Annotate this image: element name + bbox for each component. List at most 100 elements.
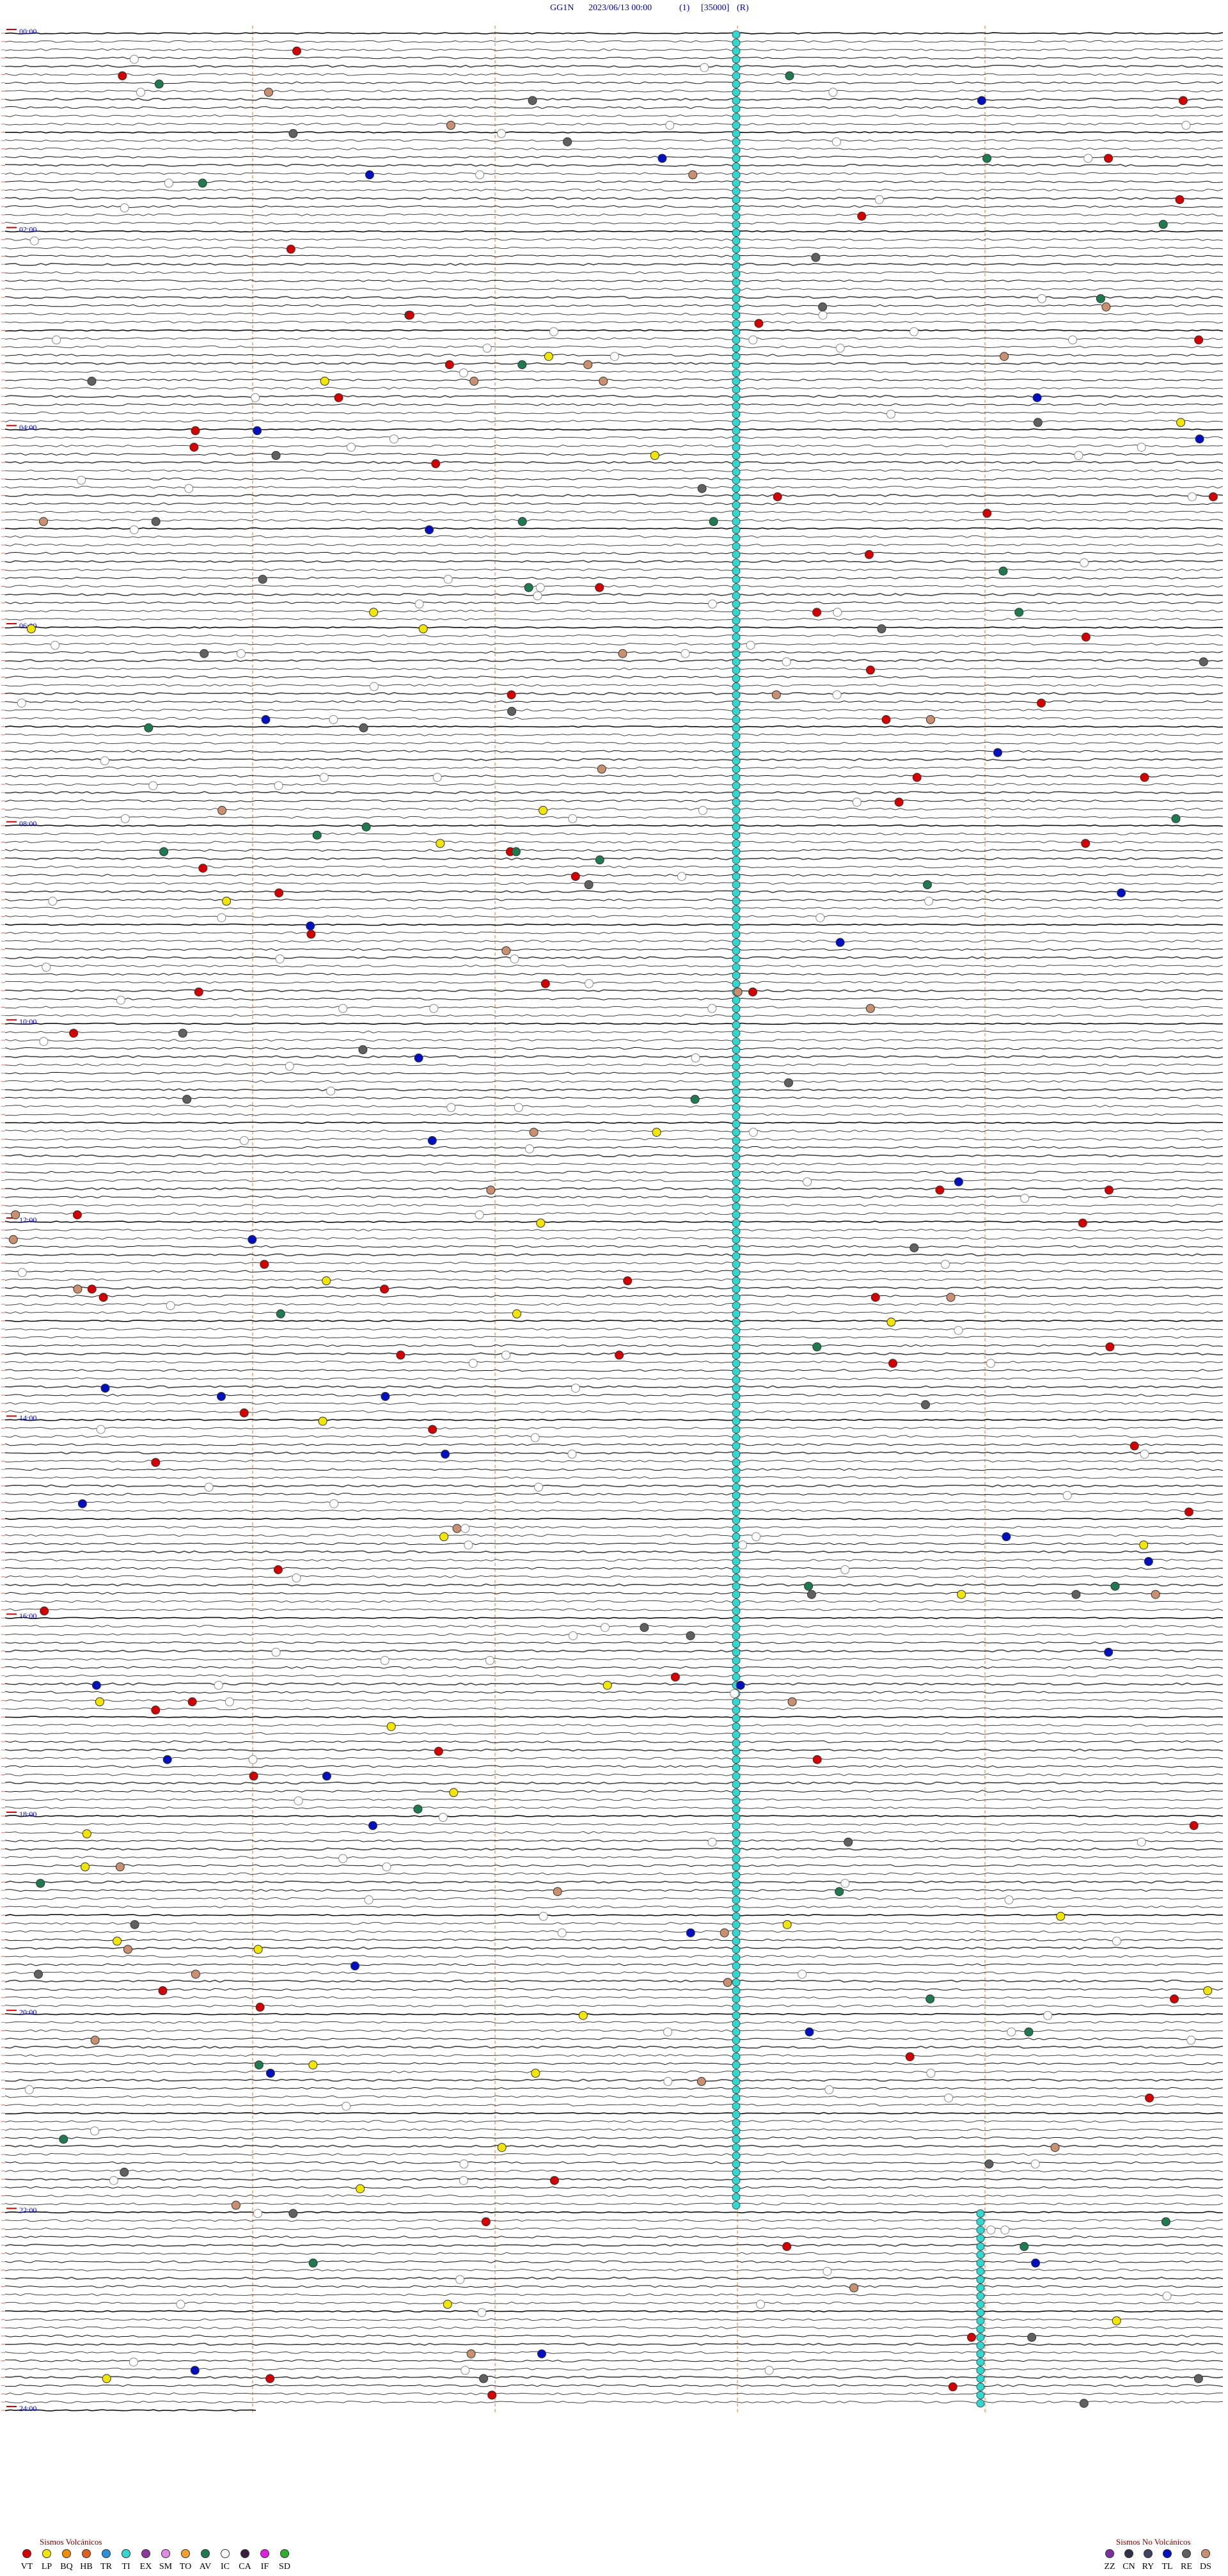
seismic-trace — [4, 2211, 1224, 2214]
event-marker — [954, 1325, 963, 1335]
seismic-trace — [4, 2128, 1223, 2131]
event-marker — [732, 649, 741, 658]
event-marker — [732, 2119, 741, 2127]
seismic-trace — [4, 2054, 1224, 2057]
seismic-trace — [4, 48, 1224, 51]
seismic-trace — [4, 1600, 1224, 1603]
event-marker — [732, 1351, 741, 1359]
event-marker — [732, 1557, 741, 1566]
event-marker — [460, 1524, 470, 1533]
event-marker — [690, 1094, 700, 1104]
seismic-trace — [4, 2409, 256, 2412]
event-marker — [425, 525, 434, 535]
seismic-trace — [4, 1723, 1224, 1727]
seismic-trace — [4, 551, 1224, 555]
event-marker — [732, 1087, 741, 1095]
event-marker — [544, 352, 553, 361]
event-marker — [732, 352, 741, 361]
channel: (1) — [679, 3, 690, 13]
event-marker — [583, 360, 593, 370]
seismic-trace — [4, 849, 1224, 852]
event-marker — [732, 1755, 741, 1764]
seismic-trace — [4, 2062, 1224, 2066]
event-marker — [732, 237, 741, 245]
event-marker — [100, 756, 109, 766]
event-marker — [976, 2316, 985, 2325]
seismic-trace — [4, 213, 1224, 217]
seismic-trace — [4, 700, 1224, 704]
event-marker — [217, 805, 227, 815]
legend-swatch — [122, 2549, 130, 2558]
seismic-trace — [4, 155, 1224, 159]
event-marker — [531, 2069, 540, 2078]
seismic-trace — [4, 469, 1224, 472]
event-marker — [828, 88, 838, 97]
seismic-trace — [4, 2318, 1224, 2321]
seismic-trace — [4, 2302, 1224, 2305]
event-marker — [732, 1483, 741, 1492]
event-marker — [306, 921, 315, 931]
event-marker — [732, 493, 741, 501]
event-marker — [443, 574, 453, 584]
event-marker — [640, 1623, 649, 1632]
seismic-trace — [4, 420, 1224, 423]
event-marker — [732, 1549, 741, 1558]
event-marker — [510, 954, 519, 964]
seismic-trace — [4, 2277, 1224, 2280]
seismic-trace — [4, 1625, 1224, 1628]
event-marker — [361, 822, 371, 832]
seismic-trace — [4, 1815, 1224, 1817]
seismic-trace — [4, 205, 1224, 209]
event-marker — [497, 2143, 507, 2153]
seismic-trace — [4, 881, 1224, 885]
event-marker — [697, 484, 707, 493]
seismic-trace — [4, 1657, 1224, 1661]
seismic-trace — [4, 2268, 1224, 2272]
legend-swatch — [280, 2549, 289, 2558]
seismic-trace — [4, 1088, 1224, 1092]
seismic-trace — [4, 766, 1224, 770]
seismic-trace — [4, 560, 1223, 564]
event-marker — [239, 1408, 249, 1418]
event-marker — [732, 38, 741, 47]
event-marker — [732, 1590, 741, 1599]
seismic-trace — [4, 1113, 1224, 1116]
event-marker — [732, 187, 741, 196]
event-marker — [976, 2284, 985, 2292]
event-marker — [732, 1945, 741, 1954]
event-marker — [129, 525, 139, 535]
seismic-trace — [5, 1526, 1224, 1529]
event-marker — [151, 1458, 161, 1467]
legend-swatch — [1182, 2549, 1191, 2558]
event-marker — [52, 335, 61, 345]
event-marker — [732, 104, 741, 113]
seismic-trace — [4, 1839, 1224, 1842]
event-marker — [123, 1945, 132, 1954]
event-marker — [251, 393, 260, 402]
seismic-trace — [4, 1245, 1224, 1248]
seismic-trace — [4, 1666, 1224, 1669]
legend-swatch — [141, 2549, 150, 2558]
event-marker — [732, 2143, 741, 2152]
event-marker — [833, 608, 842, 617]
event-marker — [708, 599, 717, 609]
event-marker — [948, 2382, 957, 2392]
seismic-trace — [4, 1476, 1224, 1480]
legend-label: DS — [1200, 2562, 1211, 2572]
event-marker — [732, 690, 741, 699]
event-marker — [98, 1293, 108, 1302]
event-marker — [292, 1573, 301, 1583]
event-marker — [732, 80, 741, 88]
seismic-trace — [4, 873, 1224, 877]
event-marker — [732, 781, 741, 790]
event-marker — [732, 1821, 741, 1830]
event-marker — [1161, 2217, 1170, 2227]
event-marker — [1162, 2291, 1172, 2301]
event-marker — [77, 1499, 87, 1508]
event-marker — [732, 1244, 741, 1252]
seismic-trace — [4, 2095, 1224, 2098]
event-marker — [732, 764, 741, 773]
seismic-trace — [4, 1880, 1224, 1884]
seismic-trace — [4, 1171, 1224, 1174]
event-marker — [732, 1434, 741, 1442]
